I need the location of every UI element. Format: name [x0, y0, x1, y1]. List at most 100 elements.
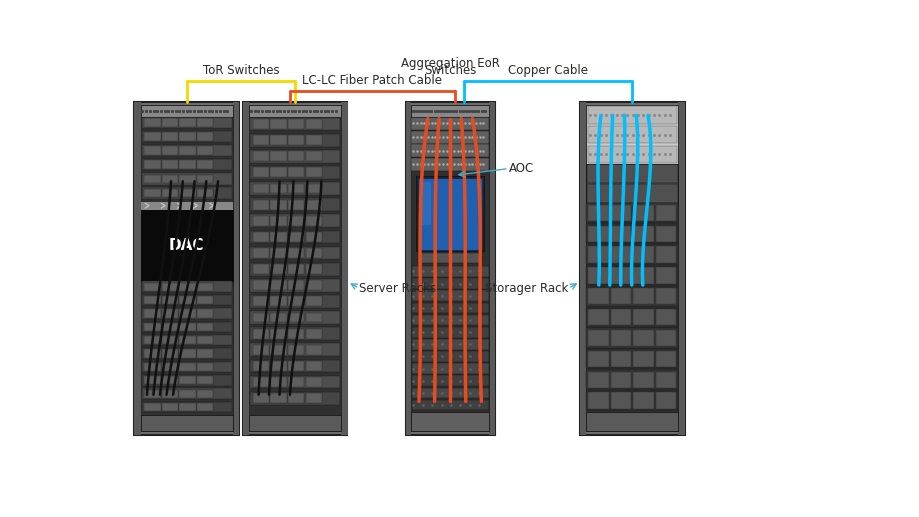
Bar: [288, 216, 304, 226]
Bar: [253, 345, 268, 355]
Text: LC-LC Fiber Patch Cable: LC-LC Fiber Patch Cable: [302, 74, 442, 87]
Bar: [250, 327, 340, 340]
Bar: [250, 279, 340, 292]
Bar: [179, 323, 196, 331]
Bar: [585, 203, 677, 222]
Bar: [610, 247, 630, 263]
Bar: [144, 309, 160, 317]
Bar: [270, 168, 287, 177]
Bar: [421, 181, 430, 225]
Bar: [142, 402, 232, 413]
Bar: [144, 376, 160, 384]
Bar: [179, 146, 196, 155]
Bar: [632, 205, 653, 221]
Bar: [253, 151, 268, 161]
Bar: [142, 281, 232, 292]
Bar: [250, 198, 340, 211]
Bar: [144, 349, 160, 358]
Bar: [141, 105, 233, 431]
Bar: [610, 205, 630, 221]
Bar: [610, 392, 630, 409]
Bar: [655, 372, 675, 388]
Bar: [250, 150, 340, 163]
Bar: [412, 315, 488, 325]
Bar: [585, 224, 677, 244]
Bar: [162, 160, 178, 169]
Bar: [250, 343, 340, 356]
Bar: [412, 339, 488, 349]
Bar: [305, 184, 322, 193]
Bar: [288, 248, 304, 258]
Bar: [197, 118, 213, 127]
Bar: [197, 160, 213, 169]
Bar: [250, 376, 340, 388]
Bar: [253, 184, 268, 193]
Bar: [270, 296, 287, 307]
Bar: [270, 248, 287, 258]
Bar: [250, 166, 340, 179]
Bar: [587, 165, 675, 183]
Bar: [288, 345, 304, 355]
Bar: [142, 131, 232, 142]
Bar: [179, 403, 196, 411]
Bar: [655, 309, 675, 325]
Bar: [250, 231, 340, 244]
Bar: [270, 280, 287, 290]
Bar: [610, 351, 630, 367]
Bar: [305, 119, 322, 129]
Bar: [270, 135, 287, 145]
Bar: [288, 264, 304, 274]
Bar: [288, 135, 304, 145]
Bar: [197, 146, 213, 155]
Bar: [288, 361, 304, 371]
Bar: [270, 200, 287, 209]
Bar: [412, 266, 488, 277]
Bar: [412, 291, 488, 301]
Bar: [253, 313, 268, 323]
Bar: [197, 132, 213, 141]
Bar: [144, 189, 160, 197]
Bar: [144, 132, 160, 141]
Bar: [632, 351, 653, 367]
Bar: [197, 336, 213, 344]
Bar: [411, 117, 489, 130]
Bar: [411, 144, 489, 157]
Bar: [411, 130, 489, 144]
Bar: [253, 280, 268, 290]
Bar: [411, 105, 489, 117]
Bar: [249, 105, 341, 117]
Bar: [250, 392, 340, 405]
Bar: [144, 175, 160, 183]
Bar: [411, 105, 489, 431]
Bar: [253, 377, 268, 387]
Bar: [588, 351, 608, 367]
Bar: [412, 302, 488, 313]
Bar: [197, 403, 213, 411]
Bar: [179, 160, 196, 169]
Bar: [587, 107, 675, 124]
Bar: [585, 328, 677, 347]
Bar: [588, 372, 608, 388]
Bar: [250, 182, 340, 195]
Bar: [179, 189, 196, 197]
Bar: [162, 132, 178, 141]
Bar: [416, 176, 483, 251]
Bar: [253, 393, 268, 403]
Bar: [142, 159, 232, 171]
Bar: [417, 253, 482, 263]
Bar: [162, 390, 178, 398]
Bar: [411, 412, 489, 431]
Bar: [632, 225, 653, 242]
Bar: [197, 390, 213, 398]
Bar: [179, 390, 196, 398]
Bar: [305, 313, 322, 323]
Bar: [179, 349, 196, 358]
Bar: [655, 247, 675, 263]
Bar: [489, 102, 494, 435]
Bar: [197, 349, 213, 358]
Bar: [243, 102, 347, 435]
Bar: [305, 248, 322, 258]
Bar: [288, 280, 304, 290]
Bar: [142, 173, 232, 185]
Bar: [250, 134, 340, 146]
